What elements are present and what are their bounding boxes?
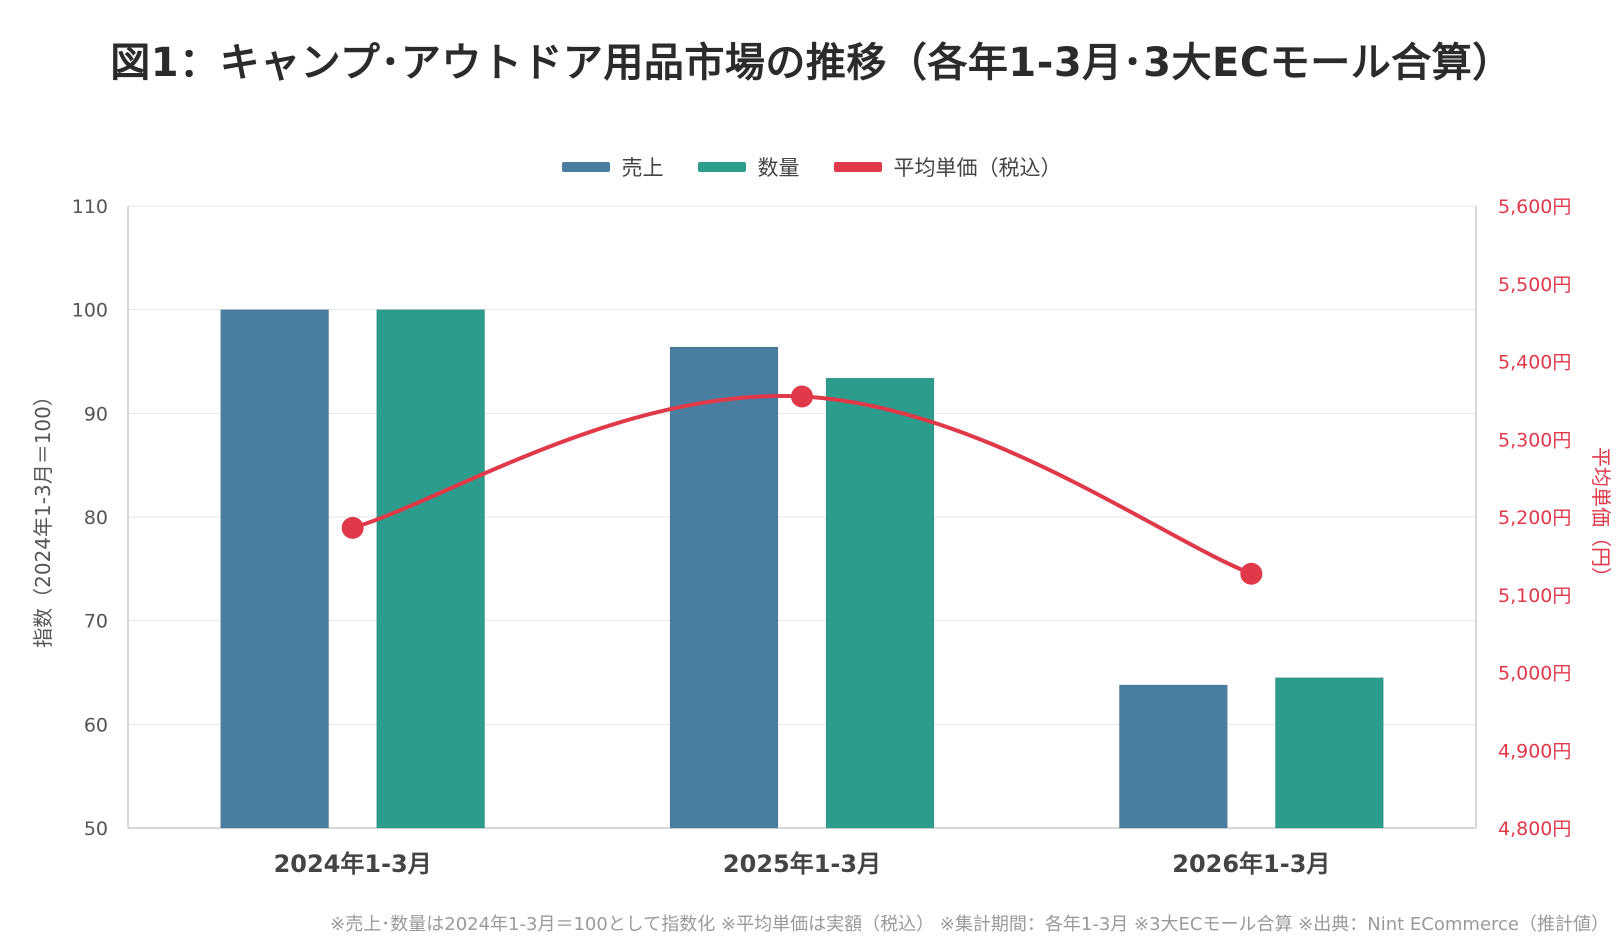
y-right-tick-label: 5,100円: [1498, 585, 1571, 607]
legend: 売上 数量 平均単価（税込）: [0, 152, 1623, 182]
y-right-tick-label: 5,400円: [1498, 352, 1571, 374]
line-avg-price: [350, 393, 1254, 576]
chart-title: 図1：キャンプ･アウトドア用品市場の推移（各年1-3月･3大ECモール合算）: [110, 40, 1513, 86]
legend-label-quantity: 数量: [757, 156, 800, 180]
x-tick-label: 2024年1-3月: [274, 850, 432, 878]
y-left-axis-title: 指数（2024年1-3月＝100）: [31, 386, 55, 648]
point-avg-price: [791, 385, 813, 408]
y-right-tick-label: 5,200円: [1498, 507, 1571, 529]
y-left-tick-label: 70: [84, 611, 108, 633]
y-left-tick-label: 110: [72, 196, 108, 218]
footnote: ※売上･数量は2024年1-3月＝100として指数化 ※平均単価は実額（税込） …: [330, 914, 1609, 935]
legend-swatch-avg-price: [833, 162, 882, 172]
x-tick-label: 2025年1-3月: [723, 850, 881, 878]
y-right-tick-label: 5,500円: [1498, 274, 1571, 296]
y-right-tick-label: 4,900円: [1498, 740, 1571, 762]
bar-sales: [220, 309, 330, 829]
y-right-tick-label: 4,800円: [1498, 818, 1571, 840]
legend-swatch-quantity: [697, 162, 746, 172]
y-right-tick-label: 5,600円: [1498, 196, 1571, 218]
y-left-tick-label: 100: [72, 300, 108, 322]
legend-item-avg-price[interactable]: 平均単価（税込）: [833, 152, 1062, 182]
legend-label-avg-price: 平均単価（税込）: [893, 156, 1062, 180]
x-tick-label: 2026年1-3月: [1172, 850, 1330, 878]
bar-quantity: [825, 377, 935, 829]
point-avg-price: [341, 516, 364, 539]
legend-swatch-sales: [561, 162, 610, 172]
legend-item-quantity[interactable]: 数量: [697, 152, 800, 182]
bar-sales: [669, 346, 779, 829]
legend-item-sales[interactable]: 売上: [561, 152, 664, 182]
legend-label-sales: 売上: [621, 156, 664, 180]
point-avg-price: [1240, 562, 1263, 585]
bar-sales: [1118, 684, 1228, 829]
y-left-tick-label: 90: [84, 403, 108, 425]
y-left-tick-label: 50: [84, 818, 108, 840]
bar-quantity: [1274, 677, 1384, 829]
bar-quantity: [376, 309, 486, 829]
y-right-axis-title: 平均単価（円）: [1589, 447, 1613, 587]
y-right-tick-label: 5,000円: [1498, 663, 1571, 685]
y-left-tick-label: 80: [84, 507, 108, 529]
y-left-tick-label: 60: [84, 714, 108, 736]
y-right-tick-label: 5,300円: [1498, 429, 1571, 451]
